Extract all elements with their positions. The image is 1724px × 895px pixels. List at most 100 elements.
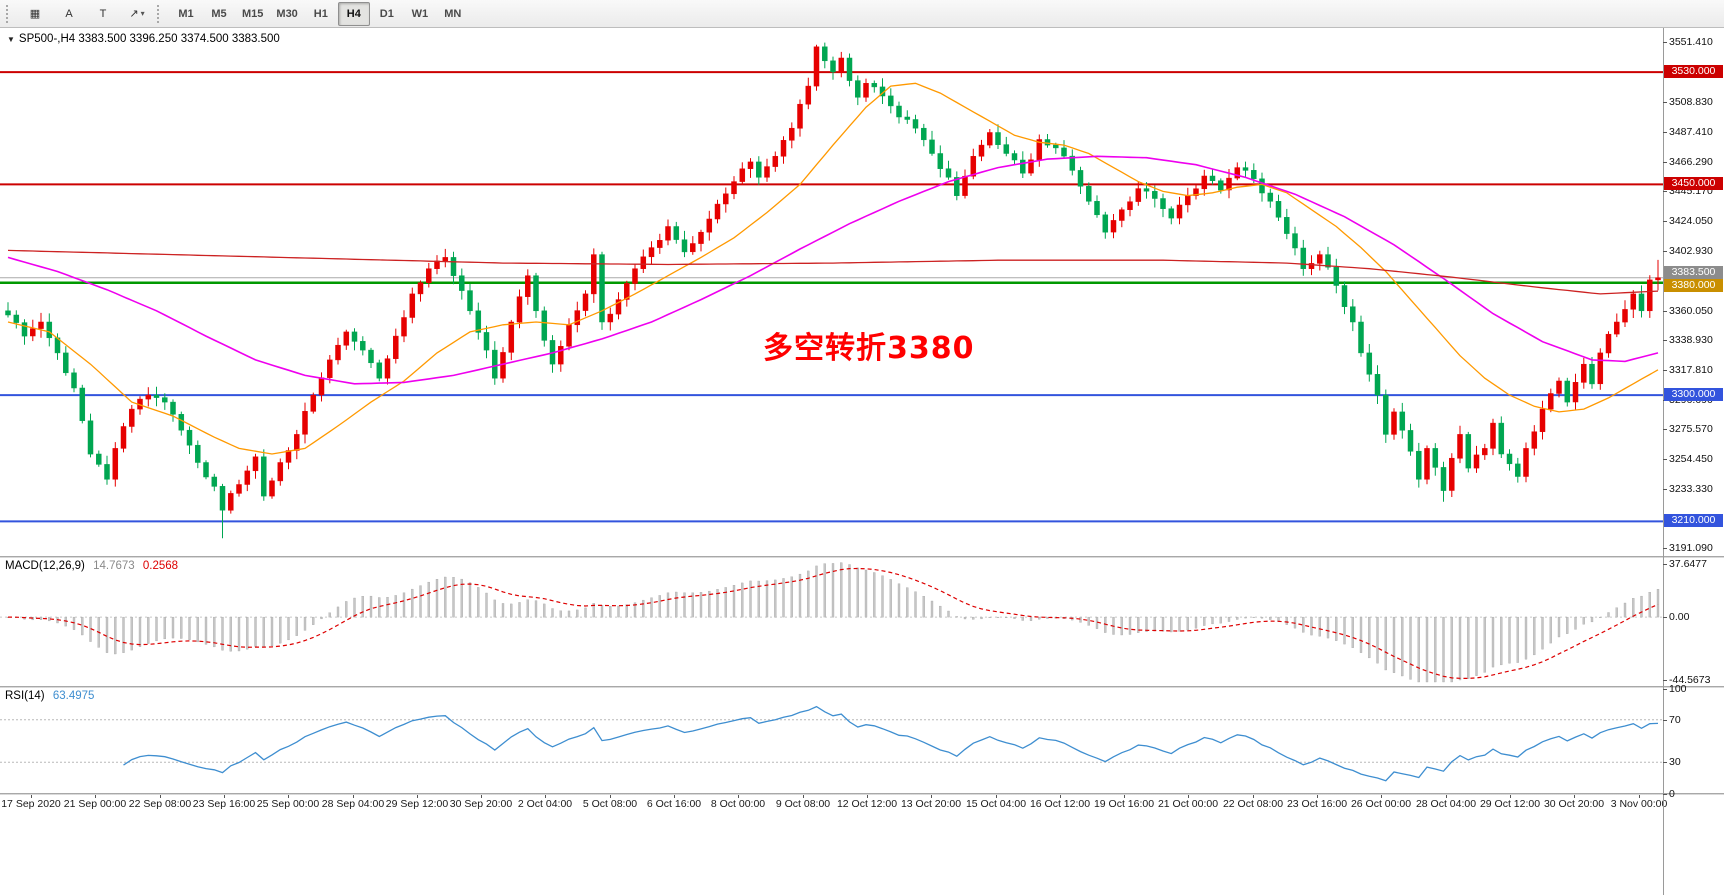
ma-slow-red [7, 249, 1659, 295]
candle [690, 236, 696, 255]
candle [698, 229, 704, 252]
toolbar-gripper[interactable] [157, 4, 163, 23]
candle [1449, 453, 1455, 497]
candle [714, 199, 721, 224]
line-studies-button[interactable]: ↗ ▾ [129, 8, 145, 20]
time-axis-label: 22 Oct 08:00 [1222, 798, 1284, 810]
candle [434, 255, 440, 275]
candle [96, 450, 102, 467]
timeframe-button-W1[interactable]: W1 [411, 7, 429, 20]
candle [1185, 187, 1191, 213]
timeframe-button-M30[interactable]: M30 [276, 7, 298, 20]
main-chart[interactable] [0, 28, 1663, 556]
chart-grid-icon[interactable]: ▦ [29, 8, 41, 20]
candlestick-series [5, 42, 1661, 539]
candle [1605, 331, 1612, 358]
price-axis-label: 3424.050 [1663, 214, 1713, 227]
candle [574, 301, 581, 333]
candle [409, 287, 416, 324]
timeframe-button-M1[interactable]: M1 [178, 7, 194, 20]
panel-separator[interactable] [0, 556, 1724, 558]
candle [1506, 449, 1513, 471]
candle [508, 319, 515, 361]
timeframe-toolbar: M1 M5 M15 M30 H1 H4 D1 W1 MN [170, 1, 469, 26]
candle [393, 328, 399, 364]
price-axis-label: 3508.830 [1663, 95, 1713, 108]
candle [1391, 408, 1397, 440]
candle [607, 307, 614, 331]
rsi-axis-label: 70 [1663, 713, 1681, 726]
timeframe-button-MN[interactable]: MN [444, 7, 462, 20]
time-axis-label: 26 Oct 00:00 [1350, 798, 1412, 810]
macd-panel[interactable] [0, 558, 1663, 686]
candle [1003, 136, 1010, 157]
candle [1135, 181, 1142, 206]
toolbar-icon-group: ▦ A T ↗ ▾ [19, 2, 153, 26]
candle [822, 42, 828, 69]
candle [1432, 443, 1439, 476]
candle [1061, 140, 1067, 159]
candle [1440, 461, 1447, 502]
toolbar-gripper[interactable] [6, 4, 12, 23]
candle [1531, 425, 1538, 456]
candle [1465, 431, 1472, 473]
timeframe-button-D1[interactable]: D1 [379, 7, 394, 20]
candle [1036, 134, 1043, 167]
candle [30, 319, 36, 342]
annotation-text[interactable]: 多空转折3380 [763, 331, 975, 366]
time-axis[interactable]: 17 Sep 2020 21 Sep 00:00 22 Sep 08:00 23 Se… [0, 794, 1667, 818]
macd-main-value: 14.7673 [93, 560, 135, 572]
candle [252, 453, 259, 479]
chart-ohlc-title: SP500-,H4 3383.500 3396.250 3374.500 338… [18, 33, 280, 45]
time-axis-label: 15 Oct 04:00 [965, 798, 1027, 810]
candle [1201, 169, 1208, 196]
candle [599, 251, 605, 330]
time-axis-label: 21 Oct 00:00 [1157, 798, 1219, 810]
price-axis[interactable]: 3551.410 3508.830 3487.410 3466.290 3445.170… [1662, 28, 1724, 895]
candle [1020, 151, 1026, 178]
text-annotation-button[interactable]: A [65, 7, 73, 20]
macd-signal-line [7, 567, 1659, 680]
time-axis-label: 23 Oct 16:00 [1286, 798, 1348, 810]
price-axis-label: 3191.090 [1663, 541, 1713, 554]
candle [896, 101, 902, 124]
candle [1119, 207, 1125, 228]
time-tick [1381, 794, 1382, 798]
candle [186, 426, 193, 454]
panel-separator[interactable] [0, 793, 1724, 795]
price-axis-label: 3466.290 [1663, 155, 1713, 168]
candle [648, 241, 655, 265]
candle [294, 429, 300, 460]
price-axis-label: 3487.410 [1663, 125, 1713, 138]
candle [1011, 150, 1018, 166]
candle [1647, 275, 1653, 318]
text-box-button[interactable]: T [99, 7, 107, 20]
rsi-label-row: RSI(14) 63.4975 [5, 690, 99, 702]
candle [21, 319, 28, 345]
candle [1086, 182, 1092, 205]
candle [855, 75, 861, 106]
panel-separator[interactable] [0, 686, 1724, 688]
macd-histogram [6, 562, 1660, 683]
collapse-triangle-icon[interactable]: ▼ [7, 35, 15, 44]
candle [1482, 443, 1488, 460]
time-tick [31, 794, 32, 798]
timeframe-button-H1[interactable]: H1 [313, 7, 328, 20]
price-axis-label: 3402.930 [1663, 244, 1713, 257]
candle [261, 449, 267, 501]
candle [1242, 161, 1249, 178]
time-tick [1446, 794, 1447, 798]
timeframe-button-M5[interactable]: M5 [211, 7, 227, 20]
candle [1630, 290, 1637, 318]
candle [236, 479, 242, 497]
macd-axis-label: 0.00 [1662, 611, 1690, 624]
timeframe-button-H4[interactable]: H4 [337, 1, 370, 26]
rsi-panel[interactable] [0, 688, 1663, 794]
price-badge-3210.000: 3210.000 [1664, 514, 1723, 528]
candle [830, 56, 836, 80]
candle [978, 139, 985, 162]
time-tick [1124, 794, 1125, 798]
time-axis-label: 28 Oct 04:00 [1415, 798, 1477, 810]
timeframe-button-M15[interactable]: M15 [242, 7, 264, 20]
time-axis-label: 5 Oct 08:00 [582, 798, 638, 810]
